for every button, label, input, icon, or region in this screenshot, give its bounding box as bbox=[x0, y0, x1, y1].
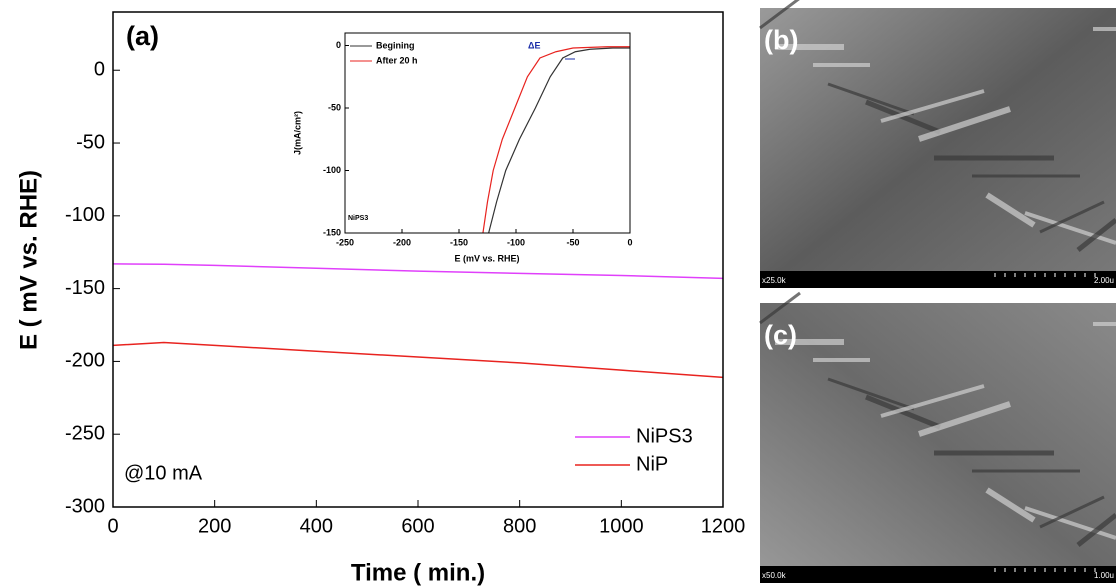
x-tick-label: 1200 bbox=[701, 515, 746, 537]
annotation: @10 mA bbox=[124, 462, 203, 484]
panel-label: (c) bbox=[764, 320, 797, 350]
y-tick-label: -150 bbox=[65, 277, 105, 299]
x-tick-label: -150 bbox=[450, 237, 468, 247]
sem-texture bbox=[1039, 200, 1105, 234]
sem-texture bbox=[880, 384, 985, 418]
x-axis-label: E (mV vs. RHE) bbox=[454, 253, 519, 263]
y-tick-label: -200 bbox=[65, 350, 105, 372]
scale-bar-strip bbox=[760, 271, 1116, 288]
y-tick-label: -100 bbox=[323, 165, 341, 175]
x-tick-label: 1000 bbox=[599, 515, 644, 537]
sem-texture bbox=[827, 377, 915, 411]
x-tick-label: 800 bbox=[503, 515, 536, 537]
series-line bbox=[482, 46, 630, 234]
sem-texture bbox=[865, 99, 941, 135]
x-axis-label: Time ( min.) bbox=[351, 559, 485, 586]
y-tick-label: -150 bbox=[323, 227, 341, 237]
magnification: x25.0k bbox=[762, 276, 787, 285]
scale-label: 1.00u bbox=[1094, 571, 1114, 580]
y-tick-label: -300 bbox=[65, 495, 105, 517]
sem-texture bbox=[985, 192, 1036, 228]
legend-label: NiPS3 bbox=[636, 425, 693, 447]
sem-image bbox=[760, 303, 1116, 583]
sem-texture bbox=[918, 401, 1011, 437]
sem-texture bbox=[985, 487, 1036, 523]
sem-texture bbox=[1024, 506, 1116, 540]
series-line bbox=[488, 47, 630, 234]
y-tick-label: 0 bbox=[336, 40, 341, 50]
legend-label: After 20 h bbox=[376, 55, 418, 65]
x-tick-label: -100 bbox=[507, 237, 525, 247]
y-tick-label: 0 bbox=[94, 59, 105, 81]
sem-texture bbox=[1076, 218, 1116, 252]
y-tick-label: -100 bbox=[65, 204, 105, 226]
annotation: NiPS3 bbox=[348, 215, 368, 222]
x-tick-label: 600 bbox=[401, 515, 434, 537]
x-tick-label: 400 bbox=[300, 515, 333, 537]
panel-label: (b) bbox=[764, 25, 798, 55]
x-tick-label: -200 bbox=[393, 237, 411, 247]
sem-texture bbox=[759, 0, 800, 30]
delta-label: ΔE bbox=[528, 40, 540, 50]
x-tick-label: -50 bbox=[566, 237, 579, 247]
x-tick-label: 0 bbox=[107, 515, 118, 537]
sem-texture bbox=[1039, 495, 1105, 529]
y-tick-label: -50 bbox=[328, 102, 341, 112]
sem-image bbox=[760, 8, 1116, 288]
y-tick-label: -250 bbox=[65, 422, 105, 444]
scale-label: 2.00u bbox=[1094, 276, 1114, 285]
series-line bbox=[112, 341, 724, 379]
sem-texture bbox=[1076, 513, 1116, 547]
sem-texture bbox=[880, 89, 985, 123]
magnification: x50.0k bbox=[762, 571, 787, 580]
plot-frame bbox=[344, 32, 631, 234]
legend-label: NiP bbox=[636, 453, 668, 475]
panel-label: (a) bbox=[126, 21, 159, 51]
x-tick-label: 0 bbox=[627, 237, 632, 247]
y-tick-label: -50 bbox=[76, 131, 105, 153]
legend-label: Begining bbox=[376, 40, 415, 50]
sem-texture bbox=[827, 82, 915, 116]
y-axis-label: J(mA/cm²) bbox=[292, 111, 302, 155]
sem-texture bbox=[918, 106, 1011, 142]
scale-bar-strip bbox=[760, 566, 1116, 583]
x-tick-label: -250 bbox=[336, 237, 354, 247]
x-tick-label: 200 bbox=[198, 515, 231, 537]
sem-texture bbox=[1024, 211, 1116, 245]
series-line bbox=[112, 263, 724, 280]
sem-texture bbox=[865, 394, 941, 430]
y-axis-label: E ( mV vs. RHE) bbox=[15, 170, 42, 350]
sem-texture bbox=[759, 291, 801, 325]
